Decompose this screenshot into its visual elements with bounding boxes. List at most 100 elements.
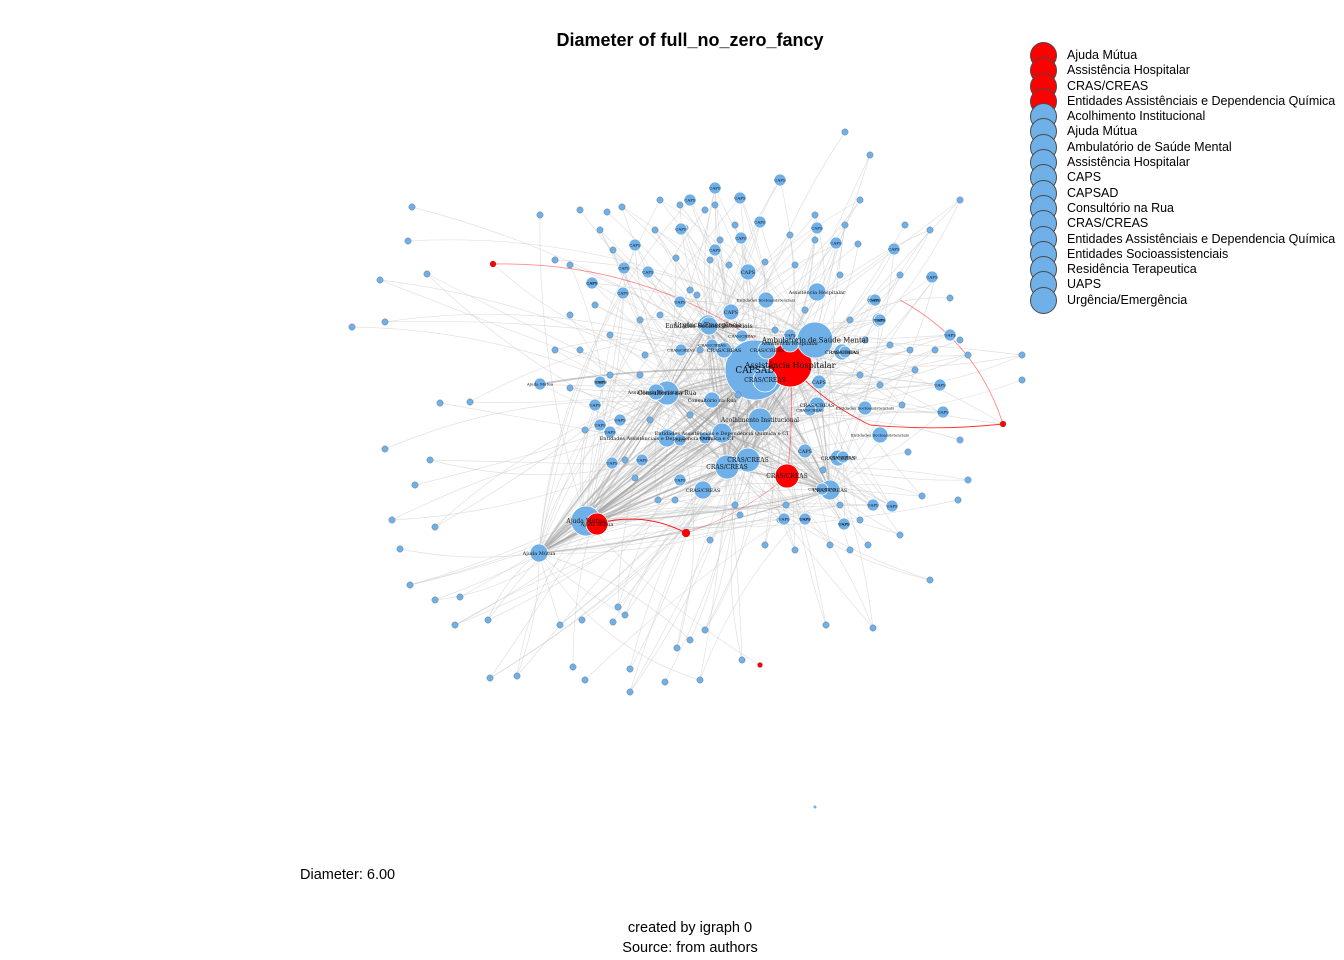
- graph-edge: [538, 518, 785, 554]
- graph-edge: [585, 520, 761, 666]
- node-label: CRAS/CREAS: [706, 464, 748, 471]
- node-label: UAPS: [867, 502, 879, 507]
- graph-node: [739, 263, 757, 281]
- graph-node: [857, 400, 873, 416]
- graph-node: [725, 261, 733, 269]
- graph-node: [605, 456, 619, 470]
- graph-node: [581, 676, 589, 684]
- node-label: CRAS/CREAS: [800, 403, 835, 409]
- legend-label: CAPSAD: [1067, 185, 1119, 200]
- graph-edge: [707, 324, 723, 434]
- graph-node: [423, 270, 431, 278]
- node-label: CAPS: [735, 235, 747, 240]
- graph-node: [807, 282, 827, 302]
- graph-node: [636, 371, 644, 379]
- graph-node: [866, 151, 874, 159]
- graph-edge: [654, 229, 709, 326]
- graph-edge: [899, 299, 1004, 425]
- graph-edge: [585, 392, 668, 522]
- graph-node: [837, 517, 851, 531]
- graph-edge: [539, 214, 587, 522]
- legend-label: CRAS/CREAS: [1067, 78, 1149, 93]
- graph-node: [693, 291, 701, 299]
- graph-node: [616, 286, 630, 300]
- graph-edge: [585, 499, 959, 528]
- graph-node: [636, 316, 644, 324]
- graph-node: [791, 546, 799, 554]
- node-layer: [348, 128, 1026, 809]
- graph-edge: [721, 432, 831, 491]
- graph-node: [576, 346, 584, 354]
- node-label: CAPS: [798, 449, 813, 455]
- graph-title: Diameter of full_no_zero_fancy: [556, 30, 824, 50]
- graph-edge: [538, 411, 944, 554]
- graph-node: [536, 211, 544, 219]
- legend-label: CAPS: [1067, 170, 1102, 185]
- graph-node: [933, 378, 947, 392]
- node-label: UAPS: [606, 460, 618, 465]
- graph-node: [603, 425, 617, 439]
- node-label: UAPS: [944, 332, 956, 337]
- graph-node: [925, 270, 939, 284]
- graph-node: [646, 416, 654, 424]
- graph-node: [887, 242, 901, 256]
- graph-node: [956, 196, 964, 204]
- graph-node: [956, 436, 964, 444]
- isolated-node: [813, 805, 817, 809]
- graph-edge: [492, 263, 756, 371]
- node-label: UAPS: [674, 299, 686, 304]
- graph-node: [566, 311, 574, 319]
- node-label: Assistência Hospitalar: [627, 389, 685, 396]
- node-label: UAPS: [589, 402, 601, 407]
- node-label: Entidades Assistênciais e Dependencia Qu…: [600, 435, 735, 442]
- graph-edge: [538, 404, 818, 554]
- graph-edge: [759, 419, 874, 506]
- graph-node: [701, 626, 709, 634]
- graph-node: [683, 193, 697, 207]
- node-label: UAPS: [595, 379, 607, 384]
- graph-node: [886, 341, 894, 349]
- graph-node: [773, 173, 787, 187]
- graph-edge: [489, 459, 749, 679]
- graph-edge: [709, 259, 749, 461]
- node-label: CRAS/CREAS: [813, 488, 848, 494]
- node-label: Ajuda Mútua: [526, 381, 554, 386]
- node-label: Urgência/Emergência: [675, 322, 742, 329]
- legend-label: CRAS/CREAS: [1067, 216, 1149, 231]
- graph-node: [676, 201, 684, 209]
- graph-edge: [379, 279, 831, 491]
- graph-edge: [747, 434, 881, 461]
- node-label: Consultório na Rua: [688, 397, 737, 404]
- graph-node: [854, 240, 862, 248]
- graph-edge: [730, 459, 749, 661]
- node-label: CAPS: [774, 177, 786, 182]
- graph-node: [906, 346, 914, 354]
- graph-node: [656, 196, 664, 204]
- graph-edge: [439, 402, 749, 461]
- node-label: CAPS: [888, 246, 900, 251]
- node-label: CAPS: [812, 380, 827, 386]
- graph-node: [782, 501, 790, 509]
- graph-node: [738, 656, 746, 664]
- graph-edge: [569, 314, 728, 468]
- node-label: UAPS: [699, 435, 711, 440]
- graph-edge: [538, 292, 624, 554]
- node-label: CAPS: [617, 290, 629, 295]
- graph-node: [757, 291, 775, 309]
- graph-node: [578, 616, 586, 624]
- graph-node: [798, 512, 812, 526]
- node-label: CAPS: [709, 185, 721, 190]
- graph-edge: [704, 187, 716, 326]
- graph-node: [609, 618, 617, 626]
- graph-edge: [538, 294, 698, 554]
- graph-node: [426, 456, 434, 464]
- graph-node: [626, 665, 634, 673]
- graph-node: [647, 383, 665, 401]
- graph-node: [911, 366, 919, 374]
- graph-node: [566, 261, 574, 269]
- node-label: UAPS: [886, 503, 898, 508]
- node-label: CRAS/CREAS: [686, 488, 721, 494]
- node-label: UAPS: [934, 382, 946, 387]
- legend-label: Entidades Socioassistenciais: [1067, 246, 1229, 261]
- graph-edge: [747, 411, 941, 461]
